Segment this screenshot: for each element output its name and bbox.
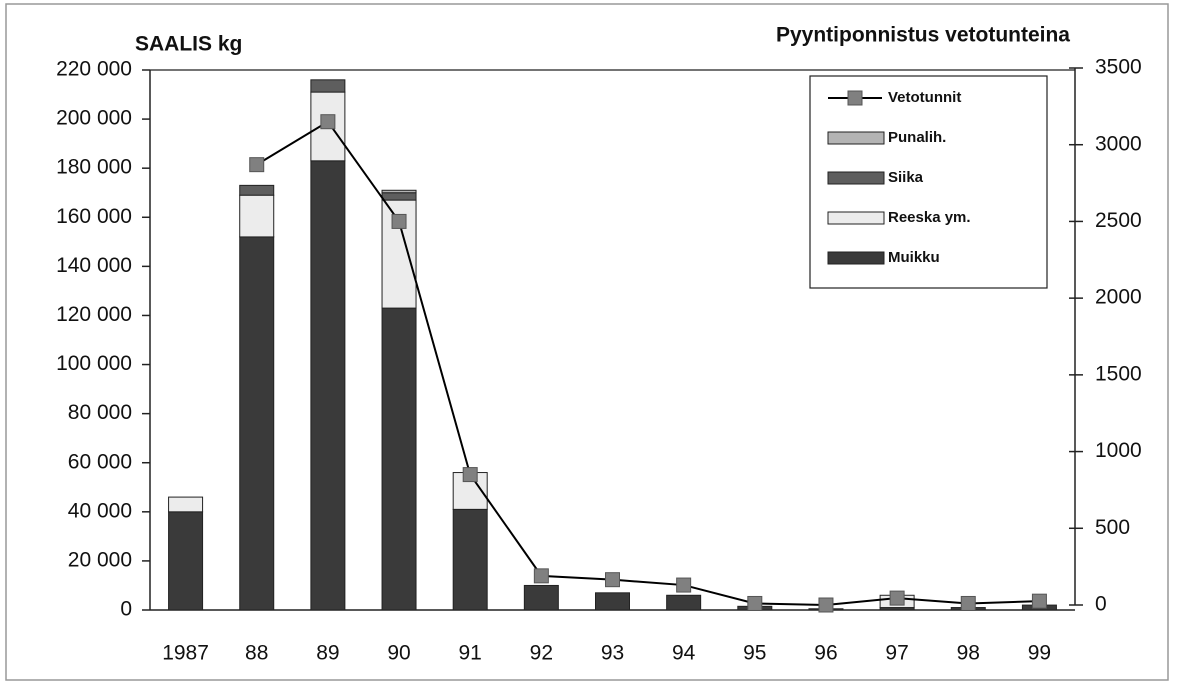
x-tick-label: 1987 [162,642,209,665]
bar-segment [595,592,630,611]
bar-segment [381,192,417,201]
y-tick-label: 160 000 [56,205,132,228]
legend-label: Punalih. [888,129,946,146]
bar-segment [239,236,275,611]
line-marker [818,597,834,613]
line-marker [960,595,976,611]
y2-tick-label: 3000 [1095,132,1142,155]
x-tick-label: 93 [601,642,624,665]
x-tick-label: 99 [1028,642,1051,665]
legend-label: Muikku [888,249,940,266]
legend-swatch [827,211,885,225]
bar-segment [168,511,204,611]
x-tick-label: 88 [245,642,268,665]
y-tick-label: 20 000 [68,548,132,571]
bar-segment [666,594,702,611]
line-marker [320,114,336,130]
bar-segment [168,496,204,513]
legend-swatch [827,171,885,185]
y-tick-label: 100 000 [56,352,132,375]
line [256,120,1040,607]
bar-segment [381,189,417,194]
x-tick-label: 89 [316,642,339,665]
y-tick-label: 180 000 [56,156,132,179]
x-tick-label: 98 [957,642,980,665]
y-tick-label: 120 000 [56,303,132,326]
y-tick-label: 200 000 [56,107,132,130]
y2-tick-label: 2000 [1095,286,1142,309]
line-marker [391,213,407,229]
x-tick-label: 95 [743,642,766,665]
line-marker [249,157,265,173]
y-axis-title: SAALIS kg [135,33,242,56]
y-tick-label: 60 000 [68,450,132,473]
line-marker [605,572,620,588]
line-marker [462,467,478,483]
x-tick-label: 91 [459,642,482,665]
legend-label: Vetotunnit [888,89,961,106]
y2-tick-label: 0 [1095,593,1107,616]
legend-label: Reeska ym. [888,209,971,226]
bar-segment [523,584,559,611]
y-tick-label: 220 000 [56,58,132,81]
bar-segment [310,160,346,611]
legend-label: Siika [888,169,924,186]
bar-segment [381,307,417,611]
y-tick-label: 0 [120,598,132,621]
x-tick-label: 96 [814,642,837,665]
line-marker [1031,593,1047,609]
line-marker [533,568,549,584]
line-marker [889,590,905,606]
y-tick-label: 40 000 [68,499,132,522]
x-tick-label: 92 [530,642,553,665]
x-tick-label: 90 [387,642,410,665]
y2-tick-label: 2500 [1095,209,1142,232]
y-tick-label: 80 000 [68,401,132,424]
line-marker [747,595,763,611]
bar-segment [239,194,275,238]
y2-tick-label: 3500 [1095,56,1142,79]
y2-tick-label: 1500 [1095,362,1142,385]
x-tick-label: 94 [672,642,696,665]
y2-tick-label: 1000 [1095,439,1142,462]
bar-segment [310,79,346,93]
line-marker [676,577,692,593]
x-tick-label: 97 [885,642,908,665]
legend-swatch [827,251,885,265]
legend-marker [847,90,863,106]
bar-segment [452,508,488,611]
legend-swatch [827,131,885,145]
frame [5,3,1169,681]
y2-axis-title: Pyyntiponnistus vetotunteina [776,24,1070,47]
bar-segment [239,184,275,196]
y2-tick-label: 500 [1095,516,1130,539]
y-tick-label: 140 000 [56,254,132,277]
